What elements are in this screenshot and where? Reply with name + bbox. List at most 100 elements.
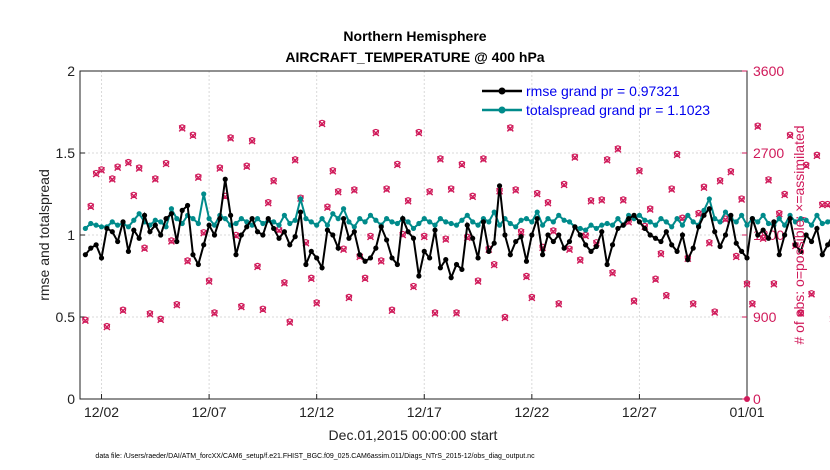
totalspread-point: [577, 225, 583, 232]
obs-possible-point: [329, 167, 337, 174]
totalspread-point: [604, 220, 610, 227]
totalspread-point: [410, 225, 417, 232]
rmse-point: [319, 265, 325, 271]
obs-assimilated-point: [818, 201, 826, 209]
rmse-point: [523, 258, 530, 264]
rmse-point: [125, 248, 132, 254]
chart-subtitle: AIRCRAFT_TEMPERATURE @ 400 hPa: [285, 49, 544, 65]
rmse-point: [749, 216, 755, 222]
rmse-point: [340, 216, 347, 222]
obs-possible-point: [501, 313, 509, 321]
y-axis-left-label: rmse and totalspread: [36, 169, 52, 301]
obs-possible-point: [179, 124, 186, 131]
obs-assimilated-point: [108, 175, 116, 183]
obs-assimilated-point: [237, 303, 245, 311]
totalspread-point: [712, 216, 718, 222]
rmse-point: [303, 261, 309, 268]
rmse-point: [357, 252, 363, 258]
totalspread-point: [238, 216, 244, 222]
obs-assimilated-point: [227, 134, 235, 142]
rmse-point: [98, 255, 105, 261]
totalspread-point: [88, 220, 94, 227]
rmse-point: [131, 227, 137, 233]
obs-assimilated-point: [786, 132, 794, 140]
obs-possible-point: [334, 188, 342, 195]
totalspread-point: [211, 222, 218, 228]
obs-possible-point: [388, 306, 396, 313]
obs-assimilated-point: [194, 174, 202, 182]
obs-assimilated-point: [436, 155, 444, 163]
obs-assimilated-point: [366, 233, 374, 241]
obs-possible-point: [394, 160, 401, 168]
rmse-point: [561, 245, 567, 251]
rmse-point: [362, 258, 368, 264]
rmse-point: [297, 209, 304, 215]
rmse-point: [432, 227, 438, 233]
obs-assimilated-point: [609, 269, 617, 277]
obs-assimilated-point: [765, 176, 773, 184]
rmse-point: [82, 252, 88, 258]
obs-possible-point: [786, 131, 794, 138]
totalspread-point: [593, 225, 599, 232]
x-tick-label: 12/02: [84, 404, 119, 420]
obs-assimilated-point: [388, 307, 396, 315]
obs-possible-point: [281, 279, 288, 286]
x-tick-label: 12/12: [299, 404, 334, 420]
totalspread-point: [518, 217, 524, 223]
obs-assimilated-point: [657, 250, 665, 258]
obs-assimilated-point: [603, 156, 611, 164]
obs-possible-point: [351, 186, 358, 193]
obs-assimilated-point: [549, 227, 557, 235]
obs-possible-point: [776, 209, 783, 217]
obs-assimilated-point: [635, 167, 643, 175]
rmse-point: [636, 219, 643, 225]
x-tick-label: 12/22: [514, 404, 549, 420]
y-axis-right-label: # of obs: o=possible; ×=assimilated: [791, 125, 807, 344]
obs-possible-point: [630, 297, 638, 304]
rmse-point: [776, 252, 782, 258]
obs-assimilated-point: [700, 184, 708, 192]
obs-possible-point: [286, 318, 293, 325]
obs-possible-point: [733, 252, 740, 260]
rmse-point: [652, 235, 659, 241]
rmse-point: [690, 245, 696, 251]
obs-assimilated-point: [210, 309, 218, 317]
rmse-point: [136, 235, 142, 241]
chart-title: Northern Hemisphere: [343, 28, 486, 44]
obs-assimilated-point: [404, 197, 412, 205]
legend-spread-marker: [498, 106, 506, 114]
totalspread-point: [658, 216, 664, 222]
totalspread-point: [292, 217, 298, 223]
obs-possible-point: [340, 245, 347, 252]
totalspread-point: [685, 212, 691, 218]
totalspread-point: [534, 209, 540, 215]
totalspread-point: [394, 220, 400, 227]
totalspread-point: [357, 216, 363, 222]
obs-assimilated-point: [141, 245, 149, 253]
obs-possible-point: [695, 209, 702, 217]
rmse-point: [389, 255, 395, 261]
obs-assimilated-point: [313, 299, 321, 307]
rmse-point: [158, 232, 164, 238]
totalspread-point: [760, 212, 766, 218]
totalspread-point: [776, 216, 782, 222]
obs-possible-point: [700, 183, 708, 190]
obs-assimilated-point: [813, 152, 821, 160]
obs-assimilated-point: [614, 145, 622, 153]
totalspread-point: [733, 219, 739, 225]
obs-assimilated-point: [162, 160, 170, 168]
totalspread-point: [690, 219, 696, 225]
obs-possible-point: [571, 153, 579, 160]
obs-assimilated-point: [323, 204, 331, 212]
rmse-point: [679, 232, 686, 238]
obs-assimilated-point: [318, 120, 326, 128]
rmse-point: [346, 235, 352, 241]
rmse-point: [233, 252, 239, 258]
obs-possible-point: [259, 305, 267, 312]
obs-assimilated-point: [770, 280, 778, 288]
totalspread-point: [195, 220, 201, 227]
obs-assimilated-point: [522, 273, 530, 281]
totalspread-point: [405, 219, 411, 225]
obs-possible-point: [146, 310, 154, 317]
totalspread-point: [470, 219, 476, 225]
